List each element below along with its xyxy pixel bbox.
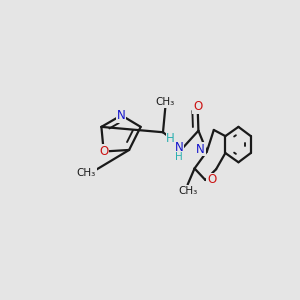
Text: O: O — [99, 145, 108, 158]
Text: N: N — [117, 109, 126, 122]
Text: N: N — [196, 143, 205, 156]
Text: CH₃: CH₃ — [156, 97, 175, 107]
Text: O: O — [193, 100, 202, 113]
Text: CH₃: CH₃ — [77, 168, 96, 178]
Text: O: O — [207, 173, 216, 187]
Text: CH₃: CH₃ — [178, 186, 197, 196]
Text: H: H — [175, 152, 183, 162]
Text: N: N — [175, 141, 184, 154]
Text: H: H — [166, 132, 175, 145]
